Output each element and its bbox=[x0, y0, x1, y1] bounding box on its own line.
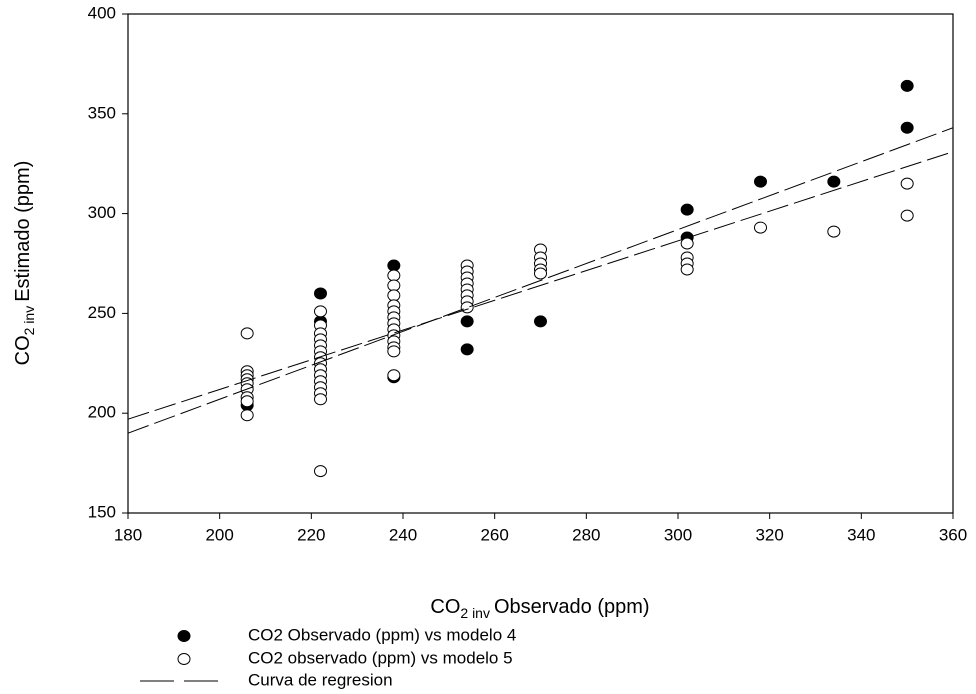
y-tick-label: 250 bbox=[88, 303, 116, 322]
y-tick-label: 150 bbox=[88, 502, 116, 521]
regression-line bbox=[127, 127, 954, 434]
point bbox=[827, 175, 841, 188]
y-axis-label: CO2 inv Estimado (ppm) bbox=[12, 161, 36, 366]
point bbox=[387, 269, 401, 282]
y-label-rest: Estimado (ppm) bbox=[12, 161, 34, 302]
y-tick-label: 400 bbox=[88, 3, 116, 22]
x-tick-label: 360 bbox=[939, 525, 967, 544]
point bbox=[900, 79, 914, 92]
point bbox=[900, 177, 914, 190]
point bbox=[460, 343, 474, 356]
x-tick-label: 180 bbox=[114, 525, 142, 544]
x-label-rest: Observado (ppm) bbox=[494, 596, 650, 618]
point bbox=[680, 203, 694, 216]
x-tick-label: 340 bbox=[847, 525, 875, 544]
legend-label: Curva de regresion bbox=[248, 670, 393, 689]
point bbox=[240, 395, 254, 408]
y-tick-label: 350 bbox=[88, 103, 116, 122]
point bbox=[314, 305, 327, 318]
point bbox=[387, 345, 401, 358]
y-label-sub: 2 inv bbox=[21, 306, 37, 336]
y-tick-label: 200 bbox=[88, 403, 116, 422]
point bbox=[460, 301, 474, 314]
point bbox=[240, 327, 254, 340]
x-label-main: CO bbox=[430, 596, 460, 618]
x-axis-label: CO2 inv Observado (ppm) bbox=[430, 596, 649, 620]
y-label-main: CO bbox=[12, 335, 34, 365]
plot-frame bbox=[127, 13, 954, 514]
point bbox=[387, 279, 401, 292]
point bbox=[680, 263, 694, 276]
x-label-sub: 2 inv bbox=[460, 605, 490, 621]
x-tick-label: 320 bbox=[755, 525, 783, 544]
point bbox=[314, 393, 327, 406]
x-tick-label: 280 bbox=[572, 525, 600, 544]
point bbox=[314, 287, 327, 300]
y-tick-label: 300 bbox=[88, 203, 116, 222]
point bbox=[680, 237, 694, 250]
point bbox=[534, 267, 547, 280]
point bbox=[387, 259, 401, 272]
point bbox=[314, 465, 327, 478]
point bbox=[900, 121, 914, 134]
point bbox=[900, 209, 914, 222]
regression-line bbox=[127, 151, 954, 420]
x-tick-label: 240 bbox=[389, 525, 417, 544]
point bbox=[387, 289, 401, 302]
point bbox=[754, 175, 767, 188]
legend-label: CO2 observado (ppm) vs modelo 5 bbox=[248, 648, 513, 667]
legend-marker bbox=[177, 653, 191, 665]
legend-marker bbox=[177, 630, 191, 642]
x-tick-label: 200 bbox=[205, 525, 233, 544]
point bbox=[827, 225, 841, 238]
point bbox=[240, 409, 254, 422]
point bbox=[387, 369, 401, 382]
point bbox=[754, 221, 767, 234]
x-tick-label: 260 bbox=[480, 525, 508, 544]
legend-label: CO2 Observado (ppm) vs modelo 4 bbox=[248, 625, 516, 644]
x-tick-label: 300 bbox=[664, 525, 692, 544]
point bbox=[534, 315, 547, 328]
x-tick-label: 220 bbox=[297, 525, 325, 544]
point bbox=[460, 315, 474, 328]
